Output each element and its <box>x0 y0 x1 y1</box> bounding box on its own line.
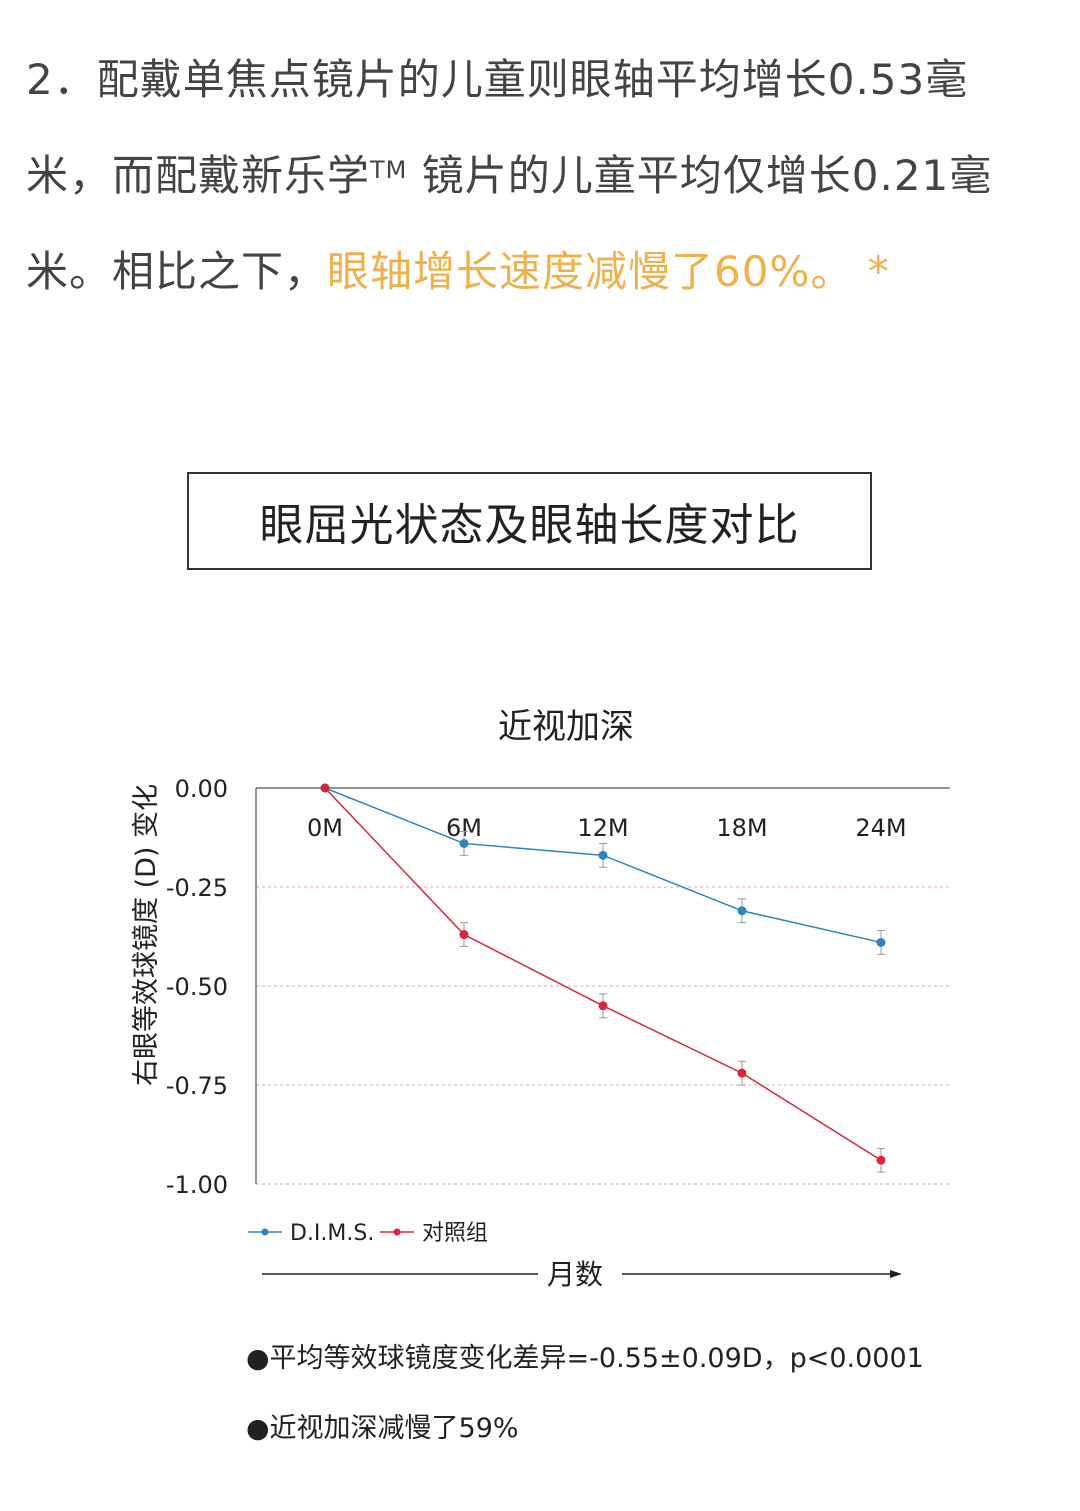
x-axis-label: 月数 <box>547 1258 603 1291</box>
myopia-progression-chart: 近视加深 右眼等效球镜度 (D) 变化 0.00 -0.25 -0.50 -0.75 -… <box>131 707 950 1291</box>
data-point <box>737 906 747 916</box>
x-tick-label: 0M <box>307 814 343 842</box>
data-point <box>737 1068 747 1078</box>
y-tick-label: 0.00 <box>175 775 228 803</box>
intro-line-1: 2．配戴单焦点镜片的儿童则眼轴平均增长0.53毫 <box>26 32 1066 128</box>
data-point <box>320 783 330 793</box>
y-tick-labels: 0.00 -0.25 -0.50 -0.75 -1.00 <box>166 775 228 1199</box>
data-point <box>876 937 886 947</box>
chart-title: 近视加深 <box>498 707 634 747</box>
y-tick-label: -0.50 <box>166 973 228 1001</box>
legend: D.I.M.S. 对照组 <box>248 1221 488 1246</box>
x-tick-label: 18M <box>716 814 767 842</box>
bullet-difference: ●平均等效球镜度变化差异=-0.55±0.09D，p<0.0001 <box>246 1343 924 1374</box>
grid-lines <box>256 886 950 1185</box>
x-tick-label: 24M <box>855 814 906 842</box>
legend-marker <box>393 1228 401 1236</box>
data-point <box>459 930 469 940</box>
intro-line-1-text: 2．配戴单焦点镜片的儿童则眼轴平均增长0.53毫 <box>26 55 969 104</box>
intro-line-2-text-b: 镜片的儿童平均仅增长0.21毫 <box>407 151 993 200</box>
data-point <box>598 1001 608 1011</box>
intro-line-3-text: 米。相比之下， <box>26 247 328 296</box>
legend-label: D.I.M.S. <box>290 1221 374 1246</box>
y-tick-label: -0.25 <box>166 874 228 902</box>
data-point <box>459 838 469 848</box>
x-tick-label: 12M <box>577 814 628 842</box>
intro-line-2: 米，而配戴新乐学TM 镜片的儿童平均仅增长0.21毫 <box>26 128 1066 224</box>
intro-paragraph: 2．配戴单焦点镜片的儿童则眼轴平均增长0.53毫 米，而配戴新乐学TM 镜片的儿… <box>26 32 1066 320</box>
series-group <box>320 783 886 1173</box>
axes <box>255 787 950 1184</box>
y-tick-label: -0.75 <box>166 1072 228 1100</box>
legend-label: 对照组 <box>422 1221 488 1246</box>
footnote-star: * <box>853 247 890 296</box>
x-axis-label-group: 月数 <box>262 1258 902 1291</box>
trademark-mark: TM <box>370 156 408 184</box>
y-tick-label: -1.00 <box>166 1171 228 1199</box>
data-point <box>876 1155 886 1165</box>
highlight-text: 眼轴增长速度减慢了60%。 <box>327 247 854 296</box>
x-tick-labels: 0M 6M 12M 18M 24M <box>307 814 907 842</box>
data-point <box>598 850 608 860</box>
x-arrow-head-icon <box>890 1270 902 1278</box>
intro-line-3: 米。相比之下，眼轴增长速度减慢了60%。 * <box>26 224 1066 320</box>
y-axis-label: 右眼等效球镜度 (D) 变化 <box>131 784 162 1086</box>
section-title: 眼屈光状态及眼轴长度对比 <box>259 500 800 551</box>
bullet-slowdown: ●近视加深减慢了59% <box>246 1413 519 1444</box>
legend-marker <box>261 1228 269 1236</box>
section-title-box: 眼屈光状态及眼轴长度对比 <box>187 472 872 570</box>
intro-line-2-text-a: 米，而配戴新乐学 <box>26 151 371 200</box>
